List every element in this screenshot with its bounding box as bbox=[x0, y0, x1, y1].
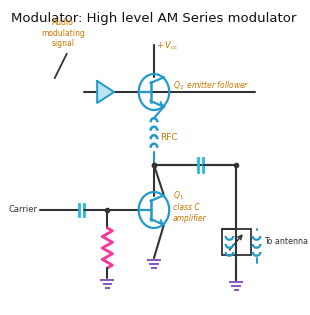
Text: $Q_2\,$ emitter follower: $Q_2\,$ emitter follower bbox=[173, 80, 249, 92]
Text: Carrier: Carrier bbox=[9, 205, 38, 215]
Text: To antenna: To antenna bbox=[264, 238, 308, 247]
Text: Modulator: High level AM Series modulator: Modulator: High level AM Series modulato… bbox=[11, 12, 297, 25]
Text: $Q_1$
class C
amplifier: $Q_1$ class C amplifier bbox=[173, 189, 206, 223]
Bar bbox=[222, 229, 250, 255]
Text: RFC: RFC bbox=[160, 133, 178, 141]
Text: $+\,V_{cc}$: $+\,V_{cc}$ bbox=[156, 39, 178, 51]
Text: Audio
modulating
signal: Audio modulating signal bbox=[41, 18, 85, 48]
Polygon shape bbox=[97, 81, 114, 103]
